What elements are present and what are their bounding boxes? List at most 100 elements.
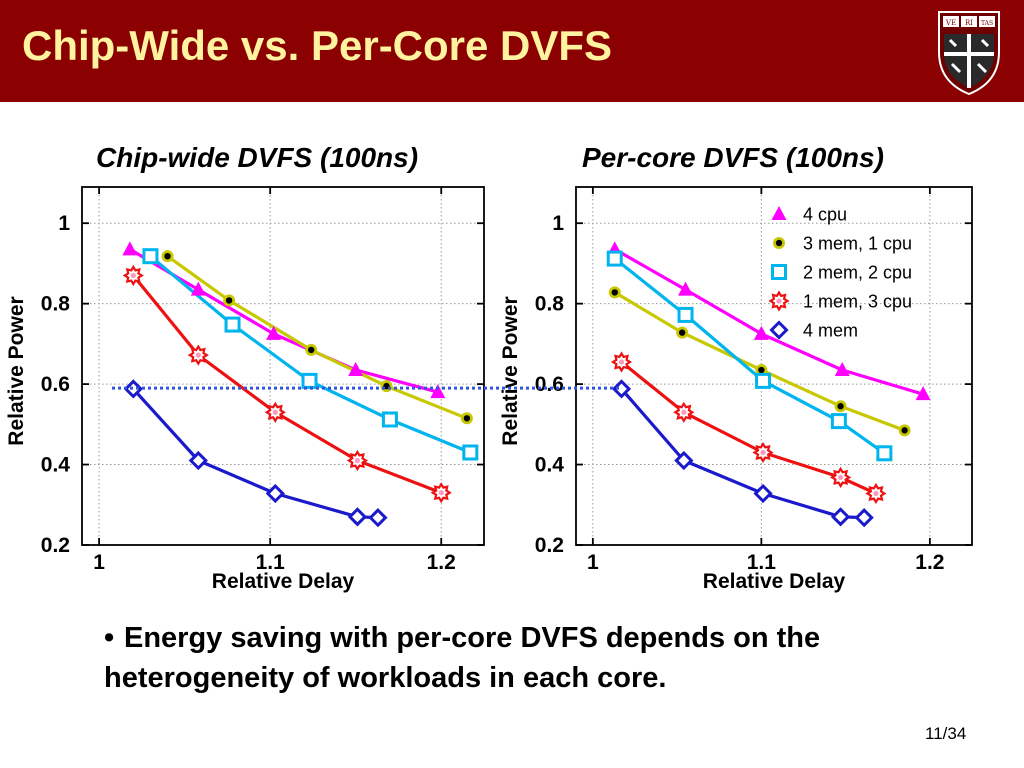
chart2-series-4-point [673,401,695,423]
chart-title-per-core: Per-core DVFS (100ns) [582,142,884,173]
chart2-series-4-point-center [873,490,879,497]
chart2-y-tick-label: 1 [552,212,564,235]
chart2-series-2-point [676,326,689,339]
chart1-series-3-point-shape [301,372,318,389]
title-bar [0,0,1024,102]
chart2-series-1-point [753,325,769,340]
chart2-series-4-point [752,441,774,464]
chart2-series-1-point [678,281,694,296]
chart2-series-3-point [677,306,694,323]
chart2-series-5-point [753,483,773,504]
chart2-y-axis-label: Relative Power [499,296,522,445]
chart2-series-2-point-center [678,329,686,336]
chart1-series-4-point [264,401,286,423]
chart2-series-5-point-shape [854,508,874,528]
chart2-x-axis-label: Relative Delay [703,570,846,593]
chart1-series-2-point [305,343,318,356]
chart2-series-2-point [834,400,847,413]
chart2-series-3-point-shape [755,372,772,389]
chart1-series-5-point [123,379,143,399]
chart1-series-line-1 [129,247,439,394]
chart2-series-1-point [915,386,931,401]
legend-marker-2 [773,237,785,249]
chart1-series-3-point-shape [224,316,241,333]
chart2-series-3-point [876,445,893,462]
chart2-series-5-point-shape [830,507,851,527]
logo-letters-2: RI [965,19,973,27]
chart1-plot: 1 1.1 1.2 0.2 0.4 0.6 0.8 1 Relative Delay Relati… [5,186,485,593]
chart1-series-5-point-shape [368,508,388,528]
chart2-x-tick-label: 1 [587,551,599,574]
chart2-series-5-point [854,508,874,528]
chart1-y-axis-label: Relative Power [5,296,28,445]
chart1-series-1-point [190,281,206,296]
chart2-series-1-point [834,362,850,377]
chart1-series-1-point [348,362,364,377]
chart1-series-3-point [301,372,318,389]
legend-marker-3 [771,264,787,280]
chart1-series-3-point-shape [462,444,479,461]
chart1-series-1-point-shape [122,241,138,256]
legend-marker-5 [769,320,789,340]
chart1-series-5-point [347,507,368,527]
chart1-y-tick-label: 0.4 [41,454,71,477]
chart2-series-3-point-shape [830,413,847,430]
chart1-series-3-point-shape [142,248,159,265]
chart1-series-1-point-shape [348,362,364,377]
chart1-series-2-point [460,412,473,425]
chart1-series-1-point [430,384,446,399]
chart2-series-1-point-shape [753,325,769,340]
chart1-series-3-point [224,316,241,333]
legend-label-3: 2 mem, 2 cpu [803,263,912,283]
legend-label-4: 1 mem, 3 cpu [803,292,912,312]
chart2-series-4-point [865,482,887,505]
chart2-series-line-2 [613,291,906,432]
chart2-frame [575,186,973,546]
chart1-y-tick-label: 0.2 [41,534,70,557]
chart2-series-5-point-shape [753,483,773,504]
chart1-series-5-point-shape [347,507,368,527]
chart2-series-3-point [755,372,772,389]
chart1-series-2-point-center [463,415,471,422]
chart1-series-4-point-center [272,409,278,415]
chart1-series-line-5 [132,387,378,520]
chart-legend: 4 cpu 3 mem, 1 cpu 2 mem, 2 cpu 1 mem, 3 cp… [768,205,912,341]
chart2-series-3-point [830,413,847,430]
legend-label-2: 3 mem, 1 cpu [803,234,912,254]
chart2-series-3-point-shape [677,306,694,323]
chart1-series-5-point [188,450,208,471]
chart1-series-4-point [346,449,368,472]
chart2-x-tick-label: 1.2 [915,551,944,574]
chart2-series-line-5 [620,387,865,520]
chart1-x-axis-label: Relative Delay [212,570,355,593]
chart1-x-tick-label: 1.1 [256,551,286,574]
legend-label-5: 4 mem [803,321,858,341]
chart1-series-2-point [380,380,393,393]
chart1-frame [81,186,485,546]
slide-title: Chip-Wide vs. Per-Core DVFS [22,22,613,69]
chart2-series-3-point-shape [606,250,623,267]
legend-marker-5-shape [769,320,789,340]
chart-title-chip-wide: Chip-wide DVFS (100ns) [96,142,419,173]
chart1-series-4-point-center [354,457,361,464]
chart2-series-4-point [830,466,852,488]
chart1-y-tick-label: 1 [58,212,70,235]
chart1-series-4-point [122,264,144,287]
chart1-series-2-point-center [225,297,233,304]
chart1-series-line-2 [166,254,468,420]
chart1-x-tick-label: 1.2 [427,551,456,574]
chart1-series-3-point-shape [381,411,398,428]
chart2-series-2-point-center [758,366,765,374]
chart2-series-5-point [674,450,694,471]
chart1-series-5-point-shape [123,379,143,399]
bullet-text: Energy saving with per-core DVFS depends… [104,622,821,694]
chart2-series-2-point-center [901,427,908,434]
chart1-series-4-point-center [130,272,136,279]
legend-marker-4-center [776,298,782,304]
chart1-series-3-point [142,248,159,265]
chart2-series-4-point-center [760,449,766,456]
chart2-series-1-point-shape [834,362,850,377]
chart1-series-1-point-shape [266,325,282,340]
chart2-y-tick-label: 0.6 [535,373,564,396]
